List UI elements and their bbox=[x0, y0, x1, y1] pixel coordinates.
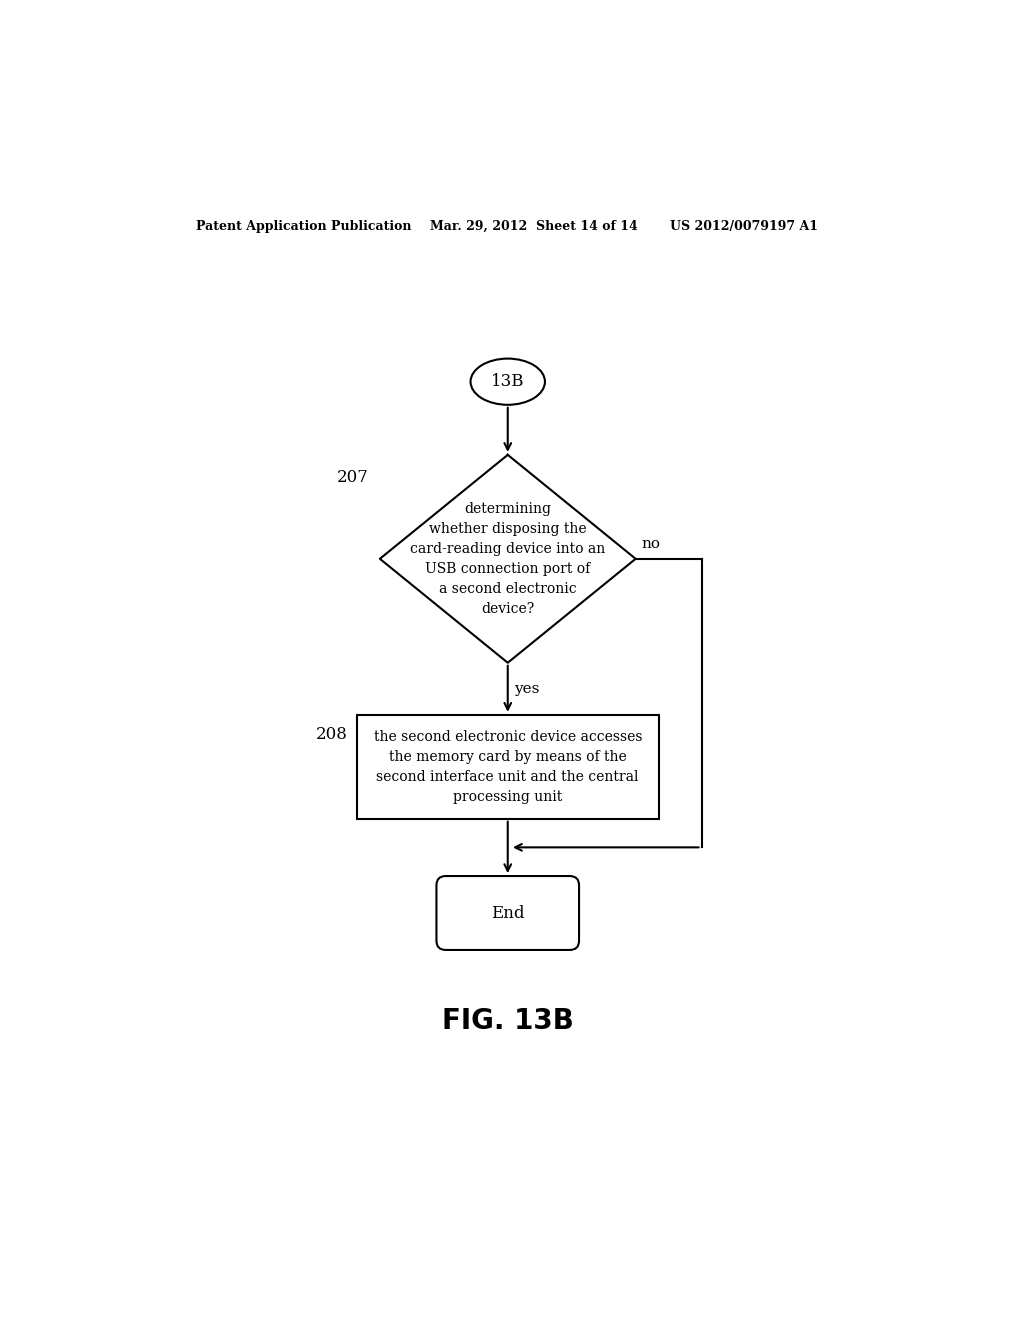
Text: FIG. 13B: FIG. 13B bbox=[441, 1007, 573, 1035]
Text: Mar. 29, 2012  Sheet 14 of 14: Mar. 29, 2012 Sheet 14 of 14 bbox=[430, 219, 638, 232]
Text: 208: 208 bbox=[315, 726, 347, 743]
Text: the second electronic device accesses
the memory card by means of the
second int: the second electronic device accesses th… bbox=[374, 730, 642, 804]
Text: US 2012/0079197 A1: US 2012/0079197 A1 bbox=[671, 219, 818, 232]
Text: yes: yes bbox=[514, 681, 540, 696]
Text: no: no bbox=[642, 537, 660, 552]
Text: Patent Application Publication: Patent Application Publication bbox=[197, 219, 412, 232]
Text: 207: 207 bbox=[336, 470, 369, 487]
Text: determining
whether disposing the
card-reading device into an
USB connection por: determining whether disposing the card-r… bbox=[411, 502, 605, 616]
Text: End: End bbox=[490, 904, 524, 921]
Text: 13B: 13B bbox=[490, 374, 524, 391]
